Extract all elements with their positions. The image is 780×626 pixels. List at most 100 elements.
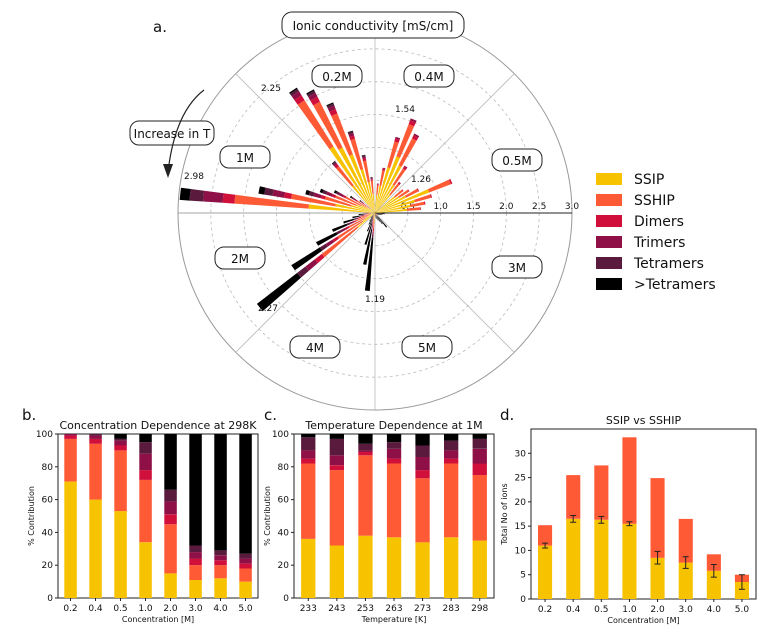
polar-bar-segment xyxy=(376,213,380,216)
polar-bar-segment xyxy=(284,192,293,199)
polar-bar-segment xyxy=(377,215,378,217)
polar-bar-segment xyxy=(336,230,342,235)
bar-segment xyxy=(566,475,581,519)
polar-bar-segment xyxy=(375,213,376,215)
x-tick-label: 0.4 xyxy=(88,604,103,614)
plot-frame xyxy=(57,433,259,599)
bar-segment xyxy=(415,478,430,543)
radial-tick-label: 2.0 xyxy=(499,202,514,212)
polar-bar-segment xyxy=(332,223,348,232)
polar-bar-segment xyxy=(412,135,419,141)
bar-segment xyxy=(139,453,152,471)
rotation-arrow-head xyxy=(163,164,173,178)
polar-bar-segment xyxy=(367,182,375,213)
y-tick-label: 40 xyxy=(42,528,54,538)
polar-bar-segment xyxy=(291,193,336,207)
bar-segment xyxy=(89,499,102,598)
chart-title: Concentration Dependence at 298K xyxy=(59,419,257,432)
bar-segment xyxy=(444,440,459,451)
sector-divider xyxy=(374,73,515,214)
bar-segment xyxy=(358,535,373,598)
bar-segment xyxy=(444,434,459,441)
legend-swatch xyxy=(596,215,622,227)
y-tick-label: 0 xyxy=(283,594,289,604)
bar-segment xyxy=(386,442,402,449)
bar-segment xyxy=(139,470,152,480)
legend-swatch xyxy=(596,278,622,290)
polar-bar-segment xyxy=(375,214,377,219)
bar-segment xyxy=(239,563,252,569)
panel-label: b. xyxy=(22,406,36,424)
polar-bar-segment xyxy=(375,194,391,213)
y-tick-label: 100 xyxy=(272,430,289,440)
bar-segment xyxy=(89,434,102,436)
polar-bar-segment xyxy=(352,197,357,201)
sector-divider xyxy=(235,212,376,353)
polar-bar-segment xyxy=(319,188,324,194)
polar-bar-segment xyxy=(375,213,376,215)
panel-label: c. xyxy=(264,406,277,424)
polar-bar-segment xyxy=(375,195,378,213)
bar-segment xyxy=(189,565,202,580)
polar-bar-segment xyxy=(410,118,417,123)
polar-bar-segment xyxy=(333,190,338,194)
polar-bar-segment xyxy=(382,167,386,170)
polar-bar-segment xyxy=(401,189,404,192)
polar-bar-segment xyxy=(375,189,430,213)
bar-segment xyxy=(566,518,581,599)
polar-bar-segment xyxy=(364,213,372,216)
polar-bar-segment xyxy=(375,185,382,213)
bar-segment xyxy=(64,435,77,439)
polar-bar-segment xyxy=(349,195,353,199)
polar-bar-segment xyxy=(354,218,357,220)
polar-bar-segment xyxy=(370,179,373,181)
polar-bar-segment xyxy=(321,226,359,258)
polar-bar-segment xyxy=(349,135,355,141)
polar-bar-segment xyxy=(349,154,375,213)
y-tick-label: 10 xyxy=(515,546,527,556)
bar-segment xyxy=(301,463,316,539)
legend-swatch xyxy=(596,257,622,269)
legend: SSIP SSHIP Dimers Trimers Tetramers >Tetramer… xyxy=(596,172,716,293)
sector-label-box xyxy=(401,335,453,359)
x-tick-label: 0.5 xyxy=(594,605,608,615)
polar-bar-segment xyxy=(308,93,318,101)
concentration-dependence-chart: b. Concentration Dependence at 298K 0 20 40 6… xyxy=(22,406,259,624)
y-tick-label: 20 xyxy=(515,498,527,508)
polar-bar-segment xyxy=(414,194,431,203)
polar-bar-segment xyxy=(373,216,374,218)
polar-bar-segment xyxy=(340,227,346,233)
x-tick-label: 0.4 xyxy=(566,605,581,615)
polar-bar-segment xyxy=(389,183,400,196)
bar-segment xyxy=(329,438,344,456)
polar-title-box xyxy=(281,11,465,39)
ssip-vs-sship-chart: d. SSIP vs SSHIP 0 5 10 15 20 25 30 0.2 0.4 0.5 1.0 2… xyxy=(500,406,757,625)
bar-segment xyxy=(472,448,487,464)
polar-bar-segment xyxy=(348,217,367,228)
polar-bar-segment xyxy=(407,189,410,192)
polar-bar-segment xyxy=(361,214,364,217)
bar-segment xyxy=(164,524,177,574)
bar-segment xyxy=(415,434,430,446)
polar-bar-segment xyxy=(333,162,338,167)
bar-segment xyxy=(89,435,102,439)
polar-bar-segment xyxy=(310,96,320,106)
sector-label-box xyxy=(311,64,363,88)
polar-bar-segment xyxy=(361,154,366,156)
polar-bar-segment xyxy=(375,213,379,215)
polar-bar-segment xyxy=(448,179,453,185)
bar-segment xyxy=(164,489,177,502)
polar-bar-segment xyxy=(376,214,378,216)
polar-bar-segment xyxy=(343,218,355,224)
polar-bar-segment xyxy=(345,196,362,207)
bar-segment xyxy=(472,540,487,598)
polar-bar-segment xyxy=(306,90,316,98)
polar-bar-segment xyxy=(427,179,451,193)
polar-conductivity-chart: a.0.51.01.52.02.53.00.2M0.4M0.5M1M2M3M4M… xyxy=(129,11,579,411)
polar-bar-segment xyxy=(324,196,352,207)
polar-bar-segment xyxy=(316,232,338,246)
x-tick-label: 1.0 xyxy=(138,604,153,614)
legend-label: Trimers xyxy=(633,235,685,251)
polar-bar-segment xyxy=(308,204,375,213)
